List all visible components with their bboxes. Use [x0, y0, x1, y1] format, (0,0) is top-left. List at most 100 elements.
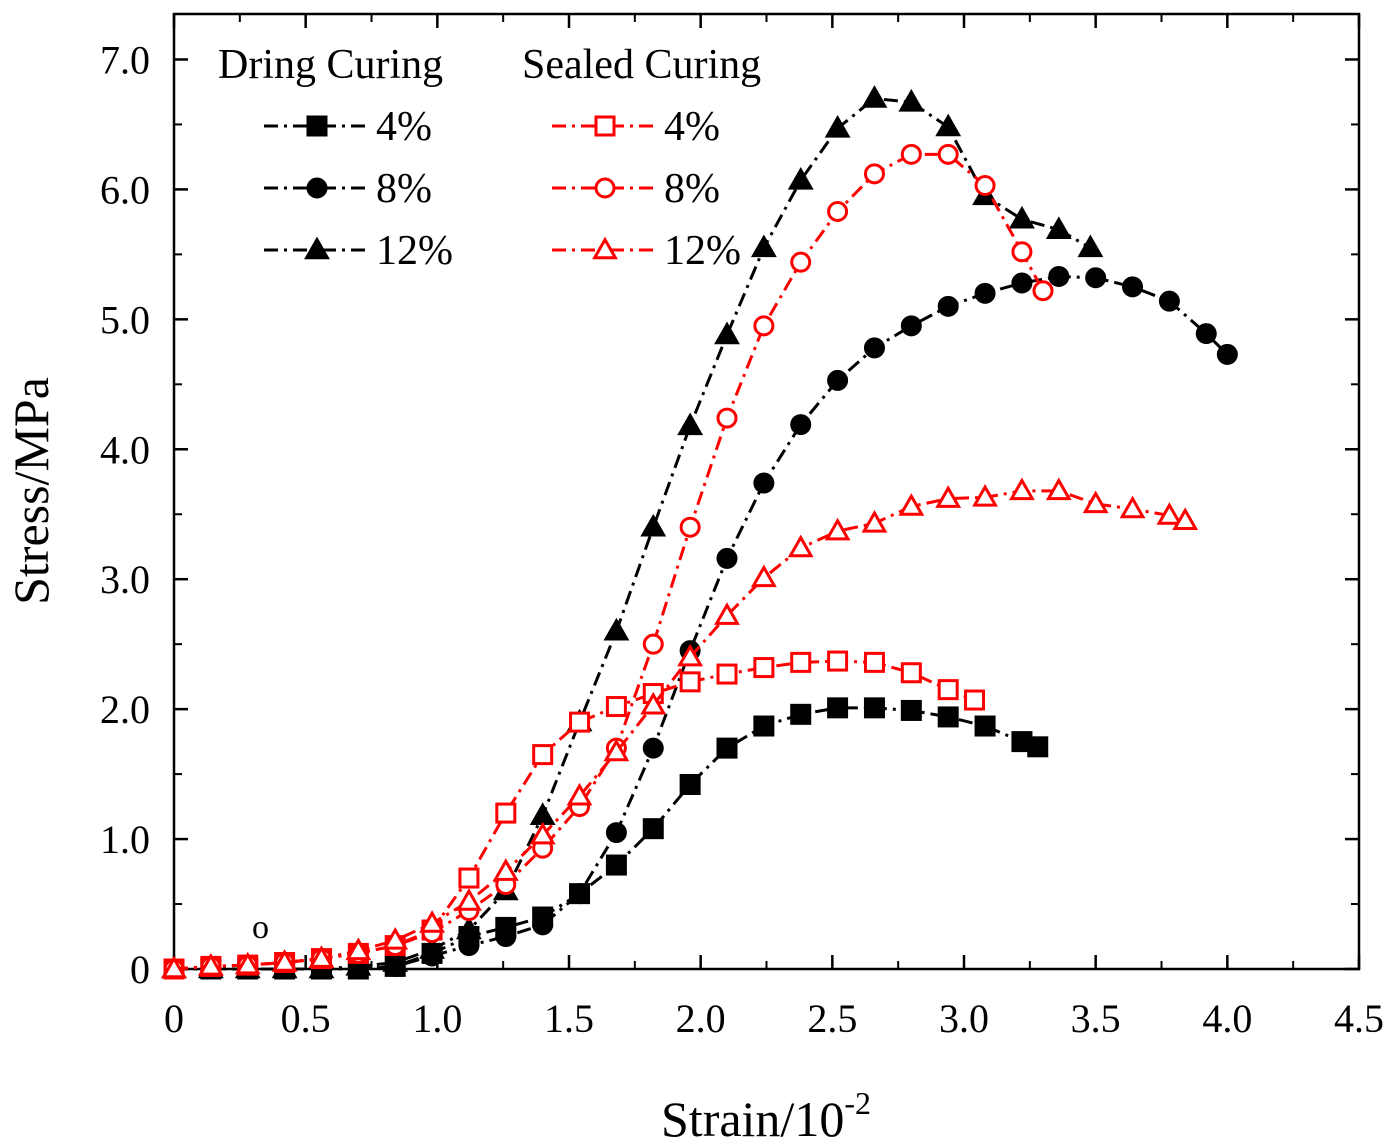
data-point	[964, 689, 986, 711]
data-point	[937, 143, 959, 165]
data-point	[161, 955, 187, 979]
data-point	[898, 493, 925, 516]
x-tick-label: 1.5	[544, 996, 594, 1041]
data-point	[1045, 477, 1072, 501]
data-point	[790, 414, 812, 436]
data-point	[640, 691, 667, 715]
data-point	[714, 321, 740, 345]
data-point	[1008, 477, 1035, 501]
y-tick-label: 7.0	[100, 37, 150, 82]
legend-header-dry: Dring Curing	[218, 42, 443, 88]
data-point	[529, 821, 556, 845]
legend-marker	[594, 115, 616, 137]
data-point	[824, 517, 851, 541]
data-point	[458, 935, 480, 957]
legend-label: 8%	[376, 166, 432, 212]
legend: Dring Curing Sealed Curing 4% 8% 12% 4% 8% 12%	[218, 42, 761, 274]
x-tick-label: 4.5	[1334, 996, 1384, 1041]
legend-marker	[304, 236, 330, 260]
data-point	[1158, 290, 1180, 312]
data-point	[863, 337, 885, 359]
data-point	[495, 926, 517, 948]
data-point	[1216, 343, 1238, 365]
legend-item: 8%	[264, 166, 432, 212]
data-point	[382, 949, 409, 972]
data-point	[935, 113, 962, 137]
data-point	[974, 715, 996, 737]
data-point	[495, 802, 517, 824]
data-point	[642, 737, 664, 759]
data-point	[603, 738, 630, 762]
series-line	[173, 489, 1186, 971]
y-tick-label: 5.0	[100, 297, 150, 342]
x-tick-label: 4.0	[1202, 996, 1252, 1041]
data-point	[827, 650, 849, 672]
data-point	[458, 867, 480, 889]
data-point	[1027, 736, 1049, 758]
data-point	[642, 633, 664, 655]
data-point	[1048, 265, 1070, 287]
data-point	[455, 888, 482, 911]
data-point	[532, 744, 554, 766]
data-point	[900, 699, 922, 721]
legend-marker	[306, 177, 328, 199]
data-point	[382, 927, 409, 950]
data-point	[345, 953, 372, 976]
data-point	[974, 282, 996, 304]
legend-label: 4%	[376, 104, 432, 150]
data-point	[566, 782, 593, 806]
data-point	[861, 85, 888, 108]
data-point	[827, 200, 849, 222]
data-point	[677, 643, 704, 667]
legend-marker	[306, 115, 328, 137]
data-point	[1011, 241, 1033, 263]
legend-item: 12%	[264, 228, 453, 274]
y-tick-label: 1.0	[100, 817, 150, 862]
data-point	[900, 315, 922, 337]
data-point	[714, 602, 740, 625]
data-point	[790, 703, 812, 725]
data-point	[716, 737, 738, 759]
data-point	[1122, 276, 1144, 298]
legend-label: 12%	[376, 228, 453, 274]
origin-annotation: o	[252, 909, 269, 946]
data-point	[492, 858, 519, 881]
axis-ticks: 0 0.5 1.0 1.5 2.0 2.5 3.0 3.5 4.0 4.5 0 1.0 2.0 3.0 4.…	[100, 14, 1384, 1041]
data-point	[1077, 234, 1104, 258]
data-point	[753, 472, 775, 494]
series-sealed-curing-12pct	[161, 477, 1199, 979]
data-point	[974, 175, 996, 197]
legend-label: 12%	[664, 228, 741, 274]
series-dring-curing-4pct	[163, 697, 1049, 980]
data-point	[898, 88, 925, 112]
data-point	[605, 822, 627, 844]
x-tick-label: 2.0	[676, 996, 726, 1041]
data-point	[1156, 502, 1183, 525]
series-layer	[161, 85, 1238, 980]
data-point	[1085, 267, 1107, 289]
data-point	[863, 697, 885, 719]
series-dring-curing-12pct	[161, 85, 1104, 979]
data-point	[716, 547, 738, 569]
series-sealed-curing-8pct	[163, 143, 1054, 980]
x-tick-label: 3.0	[939, 996, 989, 1041]
data-point	[750, 564, 777, 588]
data-point	[753, 315, 775, 337]
data-point	[1082, 490, 1109, 514]
data-point	[716, 407, 738, 429]
data-point	[1195, 323, 1217, 345]
data-point	[1032, 280, 1054, 302]
data-point	[1008, 205, 1035, 229]
series-line	[174, 274, 1229, 971]
data-point	[937, 706, 959, 728]
data-point	[679, 773, 701, 795]
data-point	[197, 953, 224, 976]
data-point	[419, 910, 446, 933]
y-tick-label: 4.0	[100, 427, 150, 472]
data-point	[716, 663, 738, 685]
data-point	[827, 369, 849, 391]
data-point	[1011, 272, 1033, 294]
data-point	[679, 671, 701, 693]
series-line	[174, 706, 1039, 971]
data-point	[900, 662, 922, 684]
